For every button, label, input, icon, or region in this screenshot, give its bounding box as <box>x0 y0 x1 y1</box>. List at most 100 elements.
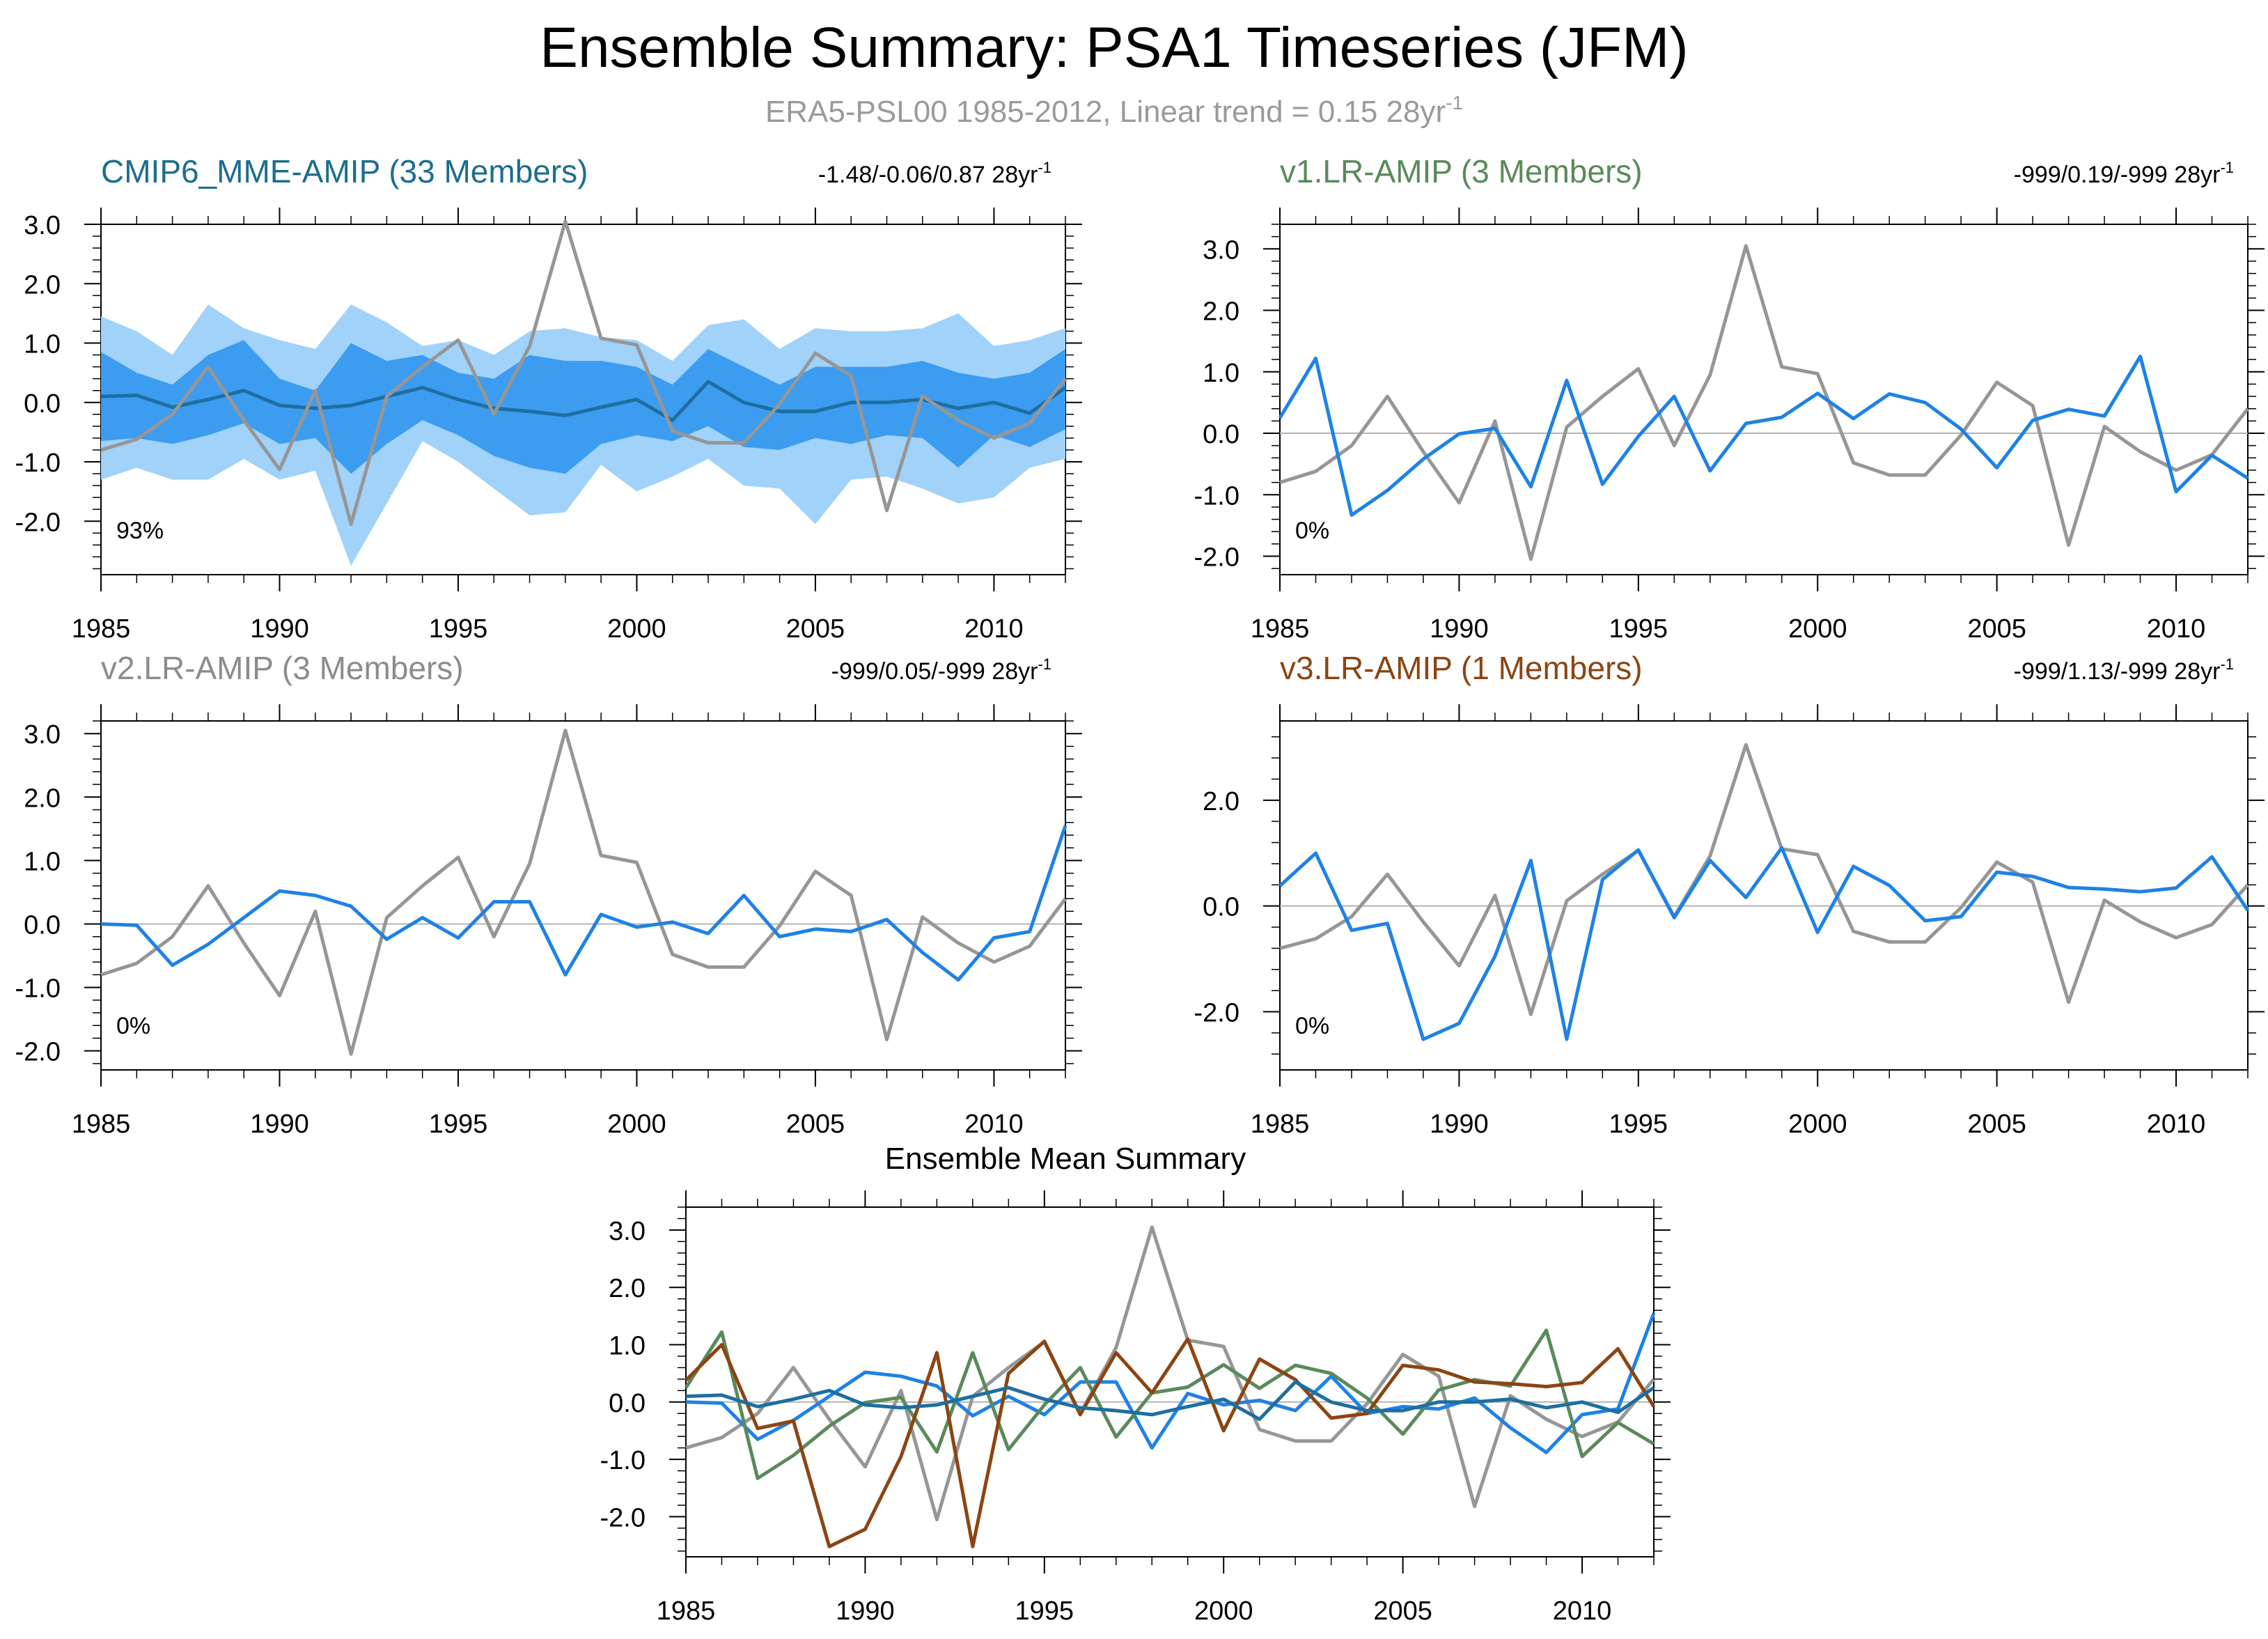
panel-title: v2.LR-AMIP (3 Members) <box>101 650 464 686</box>
trend-label-text: -999/0.19/-999 28yr <box>2014 162 2221 188</box>
plot-frame <box>1279 720 2249 1071</box>
trend-label-sup: -1 <box>1038 655 1051 673</box>
x-tick-label: 2010 <box>964 614 1024 644</box>
panel-title: Ensemble Mean Summary <box>885 1142 1246 1176</box>
era5-obs-line <box>100 219 1067 526</box>
trend-label: -1.48/-0.06/0.87 28yr-1 <box>818 159 1051 188</box>
era5-psl00-line <box>685 1225 1655 1521</box>
y-tick-label: -2.0 <box>1194 999 1239 1028</box>
y-tick-label: -2.0 <box>15 1038 61 1067</box>
x-tick-label: 1995 <box>1609 614 1668 644</box>
y-tick-label: -1.0 <box>15 449 61 478</box>
y-tick-label: 1.0 <box>609 1332 646 1361</box>
x-tick-label: 1985 <box>657 1597 716 1626</box>
x-tick-label: 2000 <box>607 1110 666 1139</box>
figure-title: Ensemble Summary: PSA1 Timeseries (JFM) <box>540 16 1689 79</box>
trend-label: -999/0.19/-999 28yr-1 <box>2014 159 2234 188</box>
x-tick-label: 1995 <box>1609 1110 1668 1139</box>
x-tick-label: 1985 <box>1251 1110 1310 1139</box>
v1-lr-amip-line <box>1278 355 2249 517</box>
x-tick-label: 2005 <box>786 614 845 644</box>
y-tick-label: 2.0 <box>1203 297 1239 327</box>
y-tick-label: 1.0 <box>1203 359 1239 388</box>
y-tick-label: 0.0 <box>24 910 61 940</box>
y-tick-label: -2.0 <box>15 508 61 537</box>
y-tick-label: 1.0 <box>24 330 61 359</box>
x-tick-label: 1985 <box>72 614 131 644</box>
x-tick-label: 1990 <box>1430 1110 1489 1139</box>
x-tick-label: 1985 <box>72 1110 131 1139</box>
x-tick-label: 2005 <box>1967 614 2026 644</box>
chart-panel-5: -2.0 -1.0 0.0 1.0 2.0 3.0 1985 1990 1995 2000 2005… <box>600 1142 1671 1626</box>
trend-label-text: -1.48/-0.06/0.87 28yr <box>818 162 1038 188</box>
y-tick-label: -1.0 <box>600 1446 646 1475</box>
plot-frame <box>1279 224 2249 575</box>
chart-panel-1: -2.0 -1.0 0.0 1.0 2.0 3.0 1985 1990 1995 2000 2005… <box>15 153 1082 644</box>
chart-panel-4: -2.0 0.0 2.0 1985 1990 1995 2000 2005 2010 v3.LR-… <box>1194 650 2265 1139</box>
x-tick-label: 2005 <box>786 1110 845 1139</box>
trend-label-sup: -1 <box>2220 159 2234 176</box>
percent-label: 0% <box>1295 1013 1329 1039</box>
v2-lr-amip-line <box>685 1312 1656 1454</box>
x-tick-label: 1990 <box>1430 614 1489 644</box>
trend-label: -999/0.05/-999 28yr-1 <box>831 655 1051 685</box>
chart-panel-2: -2.0 -1.0 0.0 1.0 2.0 3.0 1985 1990 1995 2000 2005… <box>1194 153 2265 644</box>
y-tick-label: -2.0 <box>600 1503 646 1532</box>
era5-psl00-line <box>1279 743 2249 1016</box>
plot-frame <box>100 720 1066 1071</box>
y-tick-label: 0.0 <box>24 389 61 419</box>
y-tick-label: 0.0 <box>1203 420 1239 449</box>
y-tick-label: 2.0 <box>24 270 61 300</box>
x-tick-label: 2000 <box>1788 614 1847 644</box>
era5-psl00-line <box>1279 244 2249 561</box>
y-tick-label: 3.0 <box>1203 235 1239 265</box>
x-tick-label: 1985 <box>1251 614 1310 644</box>
x-tick-label: 2000 <box>607 614 666 644</box>
x-tick-label: 2010 <box>2147 614 2206 644</box>
y-tick-label: -1.0 <box>15 974 61 1004</box>
trend-label-text: -999/1.13/-999 28yr <box>2014 658 2221 685</box>
panels: -2.0 -1.0 0.0 1.0 2.0 3.0 1985 1990 1995 2000 2005… <box>15 153 2265 1626</box>
y-tick-label: 0.0 <box>609 1389 646 1418</box>
x-tick-label: 2000 <box>1788 1110 1847 1139</box>
x-tick-label: 1990 <box>250 1110 309 1139</box>
v3-lr-amip-line <box>1278 846 2250 1041</box>
x-tick-label: 2005 <box>1967 1110 2026 1139</box>
x-tick-label: 2010 <box>2147 1110 2206 1139</box>
x-tick-label: 2010 <box>1553 1597 1612 1626</box>
y-tick-label: 2.0 <box>24 784 61 813</box>
trend-label: -999/1.13/-999 28yr-1 <box>2014 655 2234 685</box>
x-tick-label: 2000 <box>1194 1597 1253 1626</box>
x-tick-label: 1995 <box>1015 1597 1074 1626</box>
x-tick-label: 2005 <box>1373 1597 1432 1626</box>
chart-panel-3: -2.0 -1.0 0.0 1.0 2.0 3.0 1985 1990 1995 2000 2005… <box>15 650 1082 1139</box>
panel-title: v1.LR-AMIP (3 Members) <box>1280 153 1643 189</box>
figure-subtitle: ERA5-PSL00 1985-2012, Linear trend = 0.1… <box>765 92 1463 129</box>
figure-subtitle-text: ERA5-PSL00 1985-2012, Linear trend = 0.1… <box>765 95 1446 129</box>
y-tick-label: 3.0 <box>609 1217 646 1246</box>
panel-title: CMIP6_MME-AMIP (33 Members) <box>101 153 588 189</box>
y-tick-label: -2.0 <box>1194 543 1239 573</box>
x-tick-label: 1995 <box>429 1110 488 1139</box>
y-tick-label: 1.0 <box>24 847 61 876</box>
v3-lr-amip-line <box>685 1337 1656 1548</box>
y-tick-label: 3.0 <box>24 211 61 240</box>
trend-label-sup: -1 <box>1038 159 1051 176</box>
x-tick-label: 1990 <box>836 1597 895 1626</box>
percent-label: 0% <box>1295 518 1329 544</box>
x-tick-label: 2010 <box>964 1110 1024 1139</box>
trend-label-text: -999/0.05/-999 28yr <box>831 658 1038 685</box>
y-tick-label: 3.0 <box>24 720 61 749</box>
figure-subtitle-sup: -1 <box>1446 92 1463 114</box>
v2-lr-amip-line <box>100 825 1067 982</box>
percent-label: 93% <box>116 518 164 544</box>
mme-mean-line <box>100 380 1067 422</box>
era5-psl00-line <box>100 729 1067 1056</box>
percent-label: 0% <box>116 1013 150 1039</box>
y-tick-label: 0.0 <box>1203 893 1239 922</box>
y-tick-label: 2.0 <box>609 1274 646 1303</box>
y-tick-label: 2.0 <box>1203 787 1239 816</box>
mme-interquartile-band <box>101 340 1065 474</box>
panel-title: v3.LR-AMIP (1 Members) <box>1280 650 1643 686</box>
